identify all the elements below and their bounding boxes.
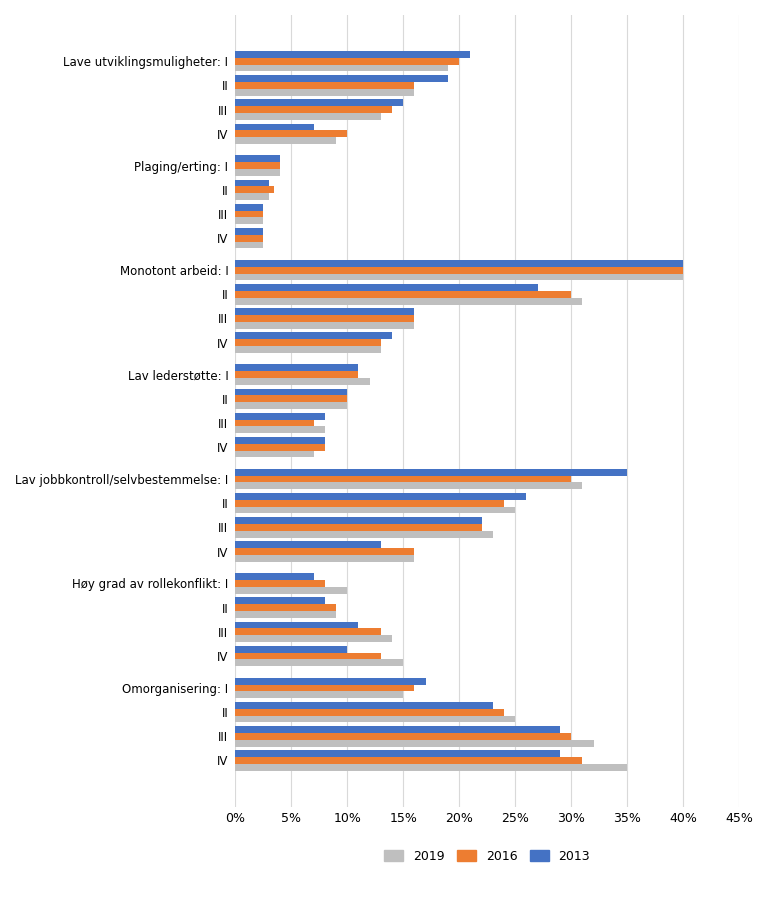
Bar [235,517,482,524]
Bar [235,137,336,144]
Bar [235,82,415,89]
Bar [235,266,683,274]
Bar [235,548,415,555]
Bar [235,716,515,722]
Bar [235,284,538,291]
Bar [235,652,381,660]
Bar [235,413,325,419]
Bar [235,468,627,476]
Bar [235,427,325,433]
Bar [235,587,347,593]
Bar [235,764,627,771]
Bar [235,678,425,685]
Bar [235,204,263,210]
Bar [235,395,347,402]
Bar [235,573,313,580]
Bar [235,555,415,562]
Bar [235,500,504,506]
Bar [235,217,263,225]
Bar [235,531,493,537]
Bar [235,739,594,747]
Bar [235,333,392,339]
Bar [235,371,359,378]
Bar [235,169,280,176]
Bar [235,51,470,58]
Bar [235,187,274,193]
Bar [235,193,269,200]
Bar [235,450,313,458]
Bar [235,315,415,322]
Bar [235,291,571,298]
Bar [235,156,280,162]
Bar [235,274,683,280]
Bar [235,622,359,629]
Bar [235,611,336,618]
Bar [235,260,683,266]
Bar [235,419,313,427]
Bar [235,629,381,635]
Bar [235,123,313,130]
Bar [235,597,325,604]
Bar [235,179,269,187]
Bar [235,235,263,242]
Bar [235,476,571,482]
Bar [235,660,403,666]
Bar [235,750,560,757]
Bar [235,685,415,691]
Bar [235,346,381,352]
Bar [235,493,526,500]
Bar [235,402,347,409]
Bar [235,242,263,248]
Bar [235,702,493,708]
Bar [235,444,325,450]
Bar [235,506,515,514]
Bar [235,733,571,739]
Bar [235,524,482,531]
Bar [235,757,582,764]
Bar [235,64,448,72]
Bar [235,100,403,106]
Bar [235,228,263,235]
Bar [235,482,582,489]
Bar [235,364,359,371]
Legend: 2019, 2016, 2013: 2019, 2016, 2013 [379,844,595,868]
Bar [235,726,560,733]
Bar [235,378,369,385]
Bar [235,298,582,304]
Bar [235,113,381,120]
Bar [235,322,415,329]
Bar [235,708,504,716]
Bar [235,210,263,217]
Bar [235,541,381,548]
Bar [235,604,336,611]
Bar [235,389,347,395]
Bar [235,437,325,444]
Bar [235,691,403,699]
Bar [235,580,325,587]
Bar [235,106,392,113]
Bar [235,89,415,96]
Bar [235,635,392,642]
Bar [235,75,448,82]
Bar [235,130,347,137]
Bar [235,308,415,315]
Bar [235,646,347,652]
Bar [235,162,280,169]
Bar [235,58,459,64]
Bar [235,339,381,346]
